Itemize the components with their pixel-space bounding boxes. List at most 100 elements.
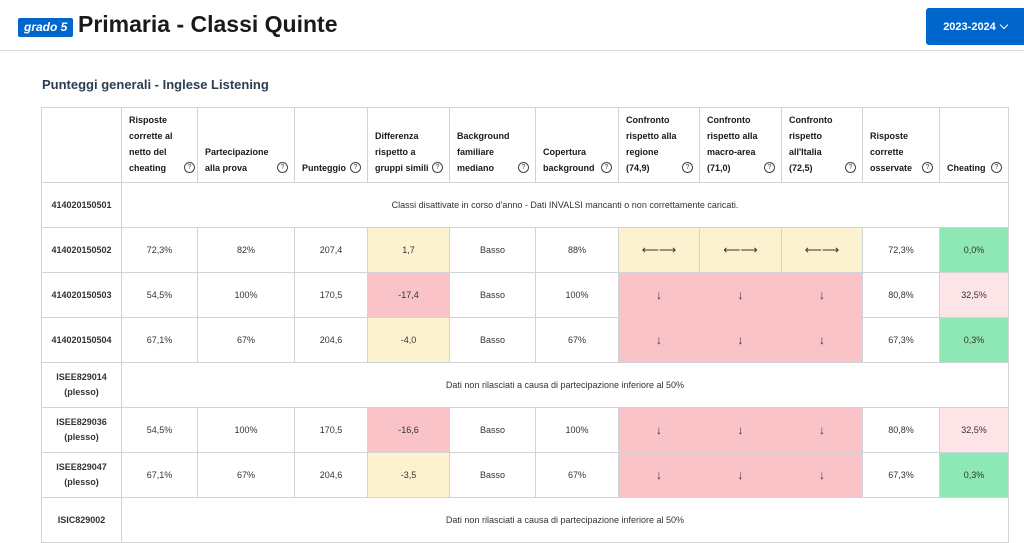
help-icon[interactable]: ?	[845, 162, 856, 173]
cell-confronto-regione: ⟵⟶	[618, 227, 700, 273]
help-icon[interactable]: ?	[277, 162, 288, 173]
header-label: Punteggio	[302, 163, 346, 173]
cell-punteggio: 204,6	[294, 452, 368, 498]
cell-risposte-osservate: 67,3%	[862, 317, 940, 363]
row-id-sub: (plesso)	[64, 477, 99, 487]
help-icon[interactable]: ?	[991, 162, 1002, 173]
cell-risposte-nette: 72,3%	[121, 227, 198, 273]
cell-confronto-macroarea: ⟵⟶	[699, 227, 782, 273]
year-select-label: 2023-2024	[943, 20, 996, 33]
cell-background: Basso	[449, 452, 536, 498]
year-select[interactable]: 2023-2024	[926, 8, 1024, 45]
cell-cheating: 0,3%	[939, 452, 1009, 498]
header-label: Confronto rispetto all'Italia (72,5)	[789, 115, 833, 173]
cell-cheating: 32,5%	[939, 272, 1009, 318]
cell-punteggio: 204,6	[294, 317, 368, 363]
row-id-cell: ISEE829036 (plesso)	[41, 407, 122, 453]
row-id: 414020150504	[41, 317, 122, 363]
help-icon[interactable]: ?	[922, 162, 933, 173]
row-id: 414020150502	[41, 227, 122, 273]
help-icon[interactable]: ?	[350, 162, 361, 173]
cell-punteggio: 170,5	[294, 407, 368, 453]
header-label: Partecipazione alla prova	[205, 147, 269, 173]
row-id-sub: (plesso)	[64, 387, 99, 397]
cell-risposte-nette: 54,5%	[121, 272, 198, 318]
header-partecipazione: Partecipazione alla prova?	[197, 107, 295, 183]
header-label: Risposte corrette al netto del cheating	[129, 115, 173, 173]
header-confronto-italia: Confronto rispetto all'Italia (72,5)?	[781, 107, 863, 183]
cell-confronto-regione: ↓	[618, 452, 700, 498]
cell-copertura: 100%	[535, 272, 619, 318]
row-id: 414020150501	[41, 182, 122, 228]
table-row: 414020150504 67,1% 67% 204,6 -4,0 Basso …	[41, 317, 1009, 363]
cell-cheating: 0,3%	[939, 317, 1009, 363]
cell-risposte-nette: 67,1%	[121, 317, 198, 363]
help-icon[interactable]: ?	[764, 162, 775, 173]
row-id: ISEE829047	[56, 462, 107, 472]
cell-confronto-regione: ↓	[618, 272, 700, 318]
header-background: Background familiare mediano?	[449, 107, 536, 183]
header-label: Confronto rispetto alla macro-area (71,0…	[707, 115, 758, 173]
row-id-cell: ISEE829047 (plesso)	[41, 452, 122, 498]
table-row: ISEE829014 (plesso) Dati non rilasciati a…	[41, 362, 1009, 408]
header-risposte-osservate: Risposte corrette osservate?	[862, 107, 940, 183]
cell-background: Basso	[449, 317, 536, 363]
cell-confronto-italia: ↓	[781, 452, 863, 498]
row-id-cell: ISEE829014 (plesso)	[41, 362, 122, 408]
cell-background: Basso	[449, 407, 536, 453]
chevron-down-icon	[999, 20, 1009, 29]
cell-cheating: 32,5%	[939, 407, 1009, 453]
cell-confronto-regione: ↓	[618, 317, 700, 363]
page-title: Primaria - Classi Quinte	[78, 11, 338, 37]
cell-risposte-nette: 67,1%	[121, 452, 198, 498]
help-icon[interactable]: ?	[184, 162, 195, 173]
header-label: Differenza rispetto a gruppi simili	[375, 131, 429, 173]
cell-copertura: 67%	[535, 317, 619, 363]
cell-differenza: 1,7	[367, 227, 450, 273]
header-label: Confronto rispetto alla regione (74,9)	[626, 115, 677, 173]
help-icon[interactable]: ?	[601, 162, 612, 173]
cell-partecipazione: 67%	[197, 317, 295, 363]
help-icon[interactable]: ?	[518, 162, 529, 173]
scores-table: Risposte corrette al netto del cheating?…	[41, 107, 1009, 543]
cell-partecipazione: 100%	[197, 407, 295, 453]
cell-background: Basso	[449, 227, 536, 273]
cell-partecipazione: 82%	[197, 227, 295, 273]
cell-cheating: 0,0%	[939, 227, 1009, 273]
header-differenza: Differenza rispetto a gruppi simili?	[367, 107, 450, 183]
cell-partecipazione: 67%	[197, 452, 295, 498]
cell-punteggio: 170,5	[294, 272, 368, 318]
table-row: ISIC829002 Dati non rilasciati a causa d…	[41, 497, 1009, 543]
help-icon[interactable]: ?	[432, 162, 443, 173]
help-icon[interactable]: ?	[682, 162, 693, 173]
row-id: 414020150503	[41, 272, 122, 318]
cell-risposte-osservate: 72,3%	[862, 227, 940, 273]
cell-copertura: 100%	[535, 407, 619, 453]
top-bar: grado 5 Primaria - Classi Quinte 2023-20…	[0, 0, 1024, 51]
row-message: Dati non rilasciati a causa di partecipa…	[121, 362, 1009, 408]
cell-risposte-osservate: 80,8%	[862, 272, 940, 318]
cell-differenza: -17,4	[367, 272, 450, 318]
row-id: ISIC829002	[41, 497, 122, 543]
cell-confronto-italia: ↓	[781, 407, 863, 453]
header-risposte-nette: Risposte corrette al netto del cheating?	[121, 107, 198, 183]
table-row: 414020150501 Classi disattivate in corso…	[41, 182, 1009, 228]
header-school-code	[41, 107, 122, 183]
table-row: 414020150502 72,3% 82% 207,4 1,7 Basso 8…	[41, 227, 1009, 273]
row-id: ISEE829014	[56, 372, 107, 382]
cell-confronto-italia: ↓	[781, 272, 863, 318]
header-cheating: Cheating?	[939, 107, 1009, 183]
header-confronto-regione: Confronto rispetto alla regione (74,9)?	[618, 107, 700, 183]
cell-copertura: 67%	[535, 452, 619, 498]
cell-background: Basso	[449, 272, 536, 318]
header-punteggio: Punteggio?	[294, 107, 368, 183]
cell-confronto-italia: ⟵⟶	[781, 227, 863, 273]
cell-confronto-macroarea: ↓	[699, 452, 782, 498]
header-label: Cheating	[947, 163, 986, 173]
header-label: Risposte corrette osservate	[870, 131, 913, 173]
row-id: ISEE829036	[56, 417, 107, 427]
table-row: ISEE829047 (plesso) 67,1% 67% 204,6 -3,5 …	[41, 452, 1009, 498]
table-row: 414020150503 54,5% 100% 170,5 -17,4 Bass…	[41, 272, 1009, 318]
cell-risposte-nette: 54,5%	[121, 407, 198, 453]
table-row: ISEE829036 (plesso) 54,5% 100% 170,5 -16,…	[41, 407, 1009, 453]
